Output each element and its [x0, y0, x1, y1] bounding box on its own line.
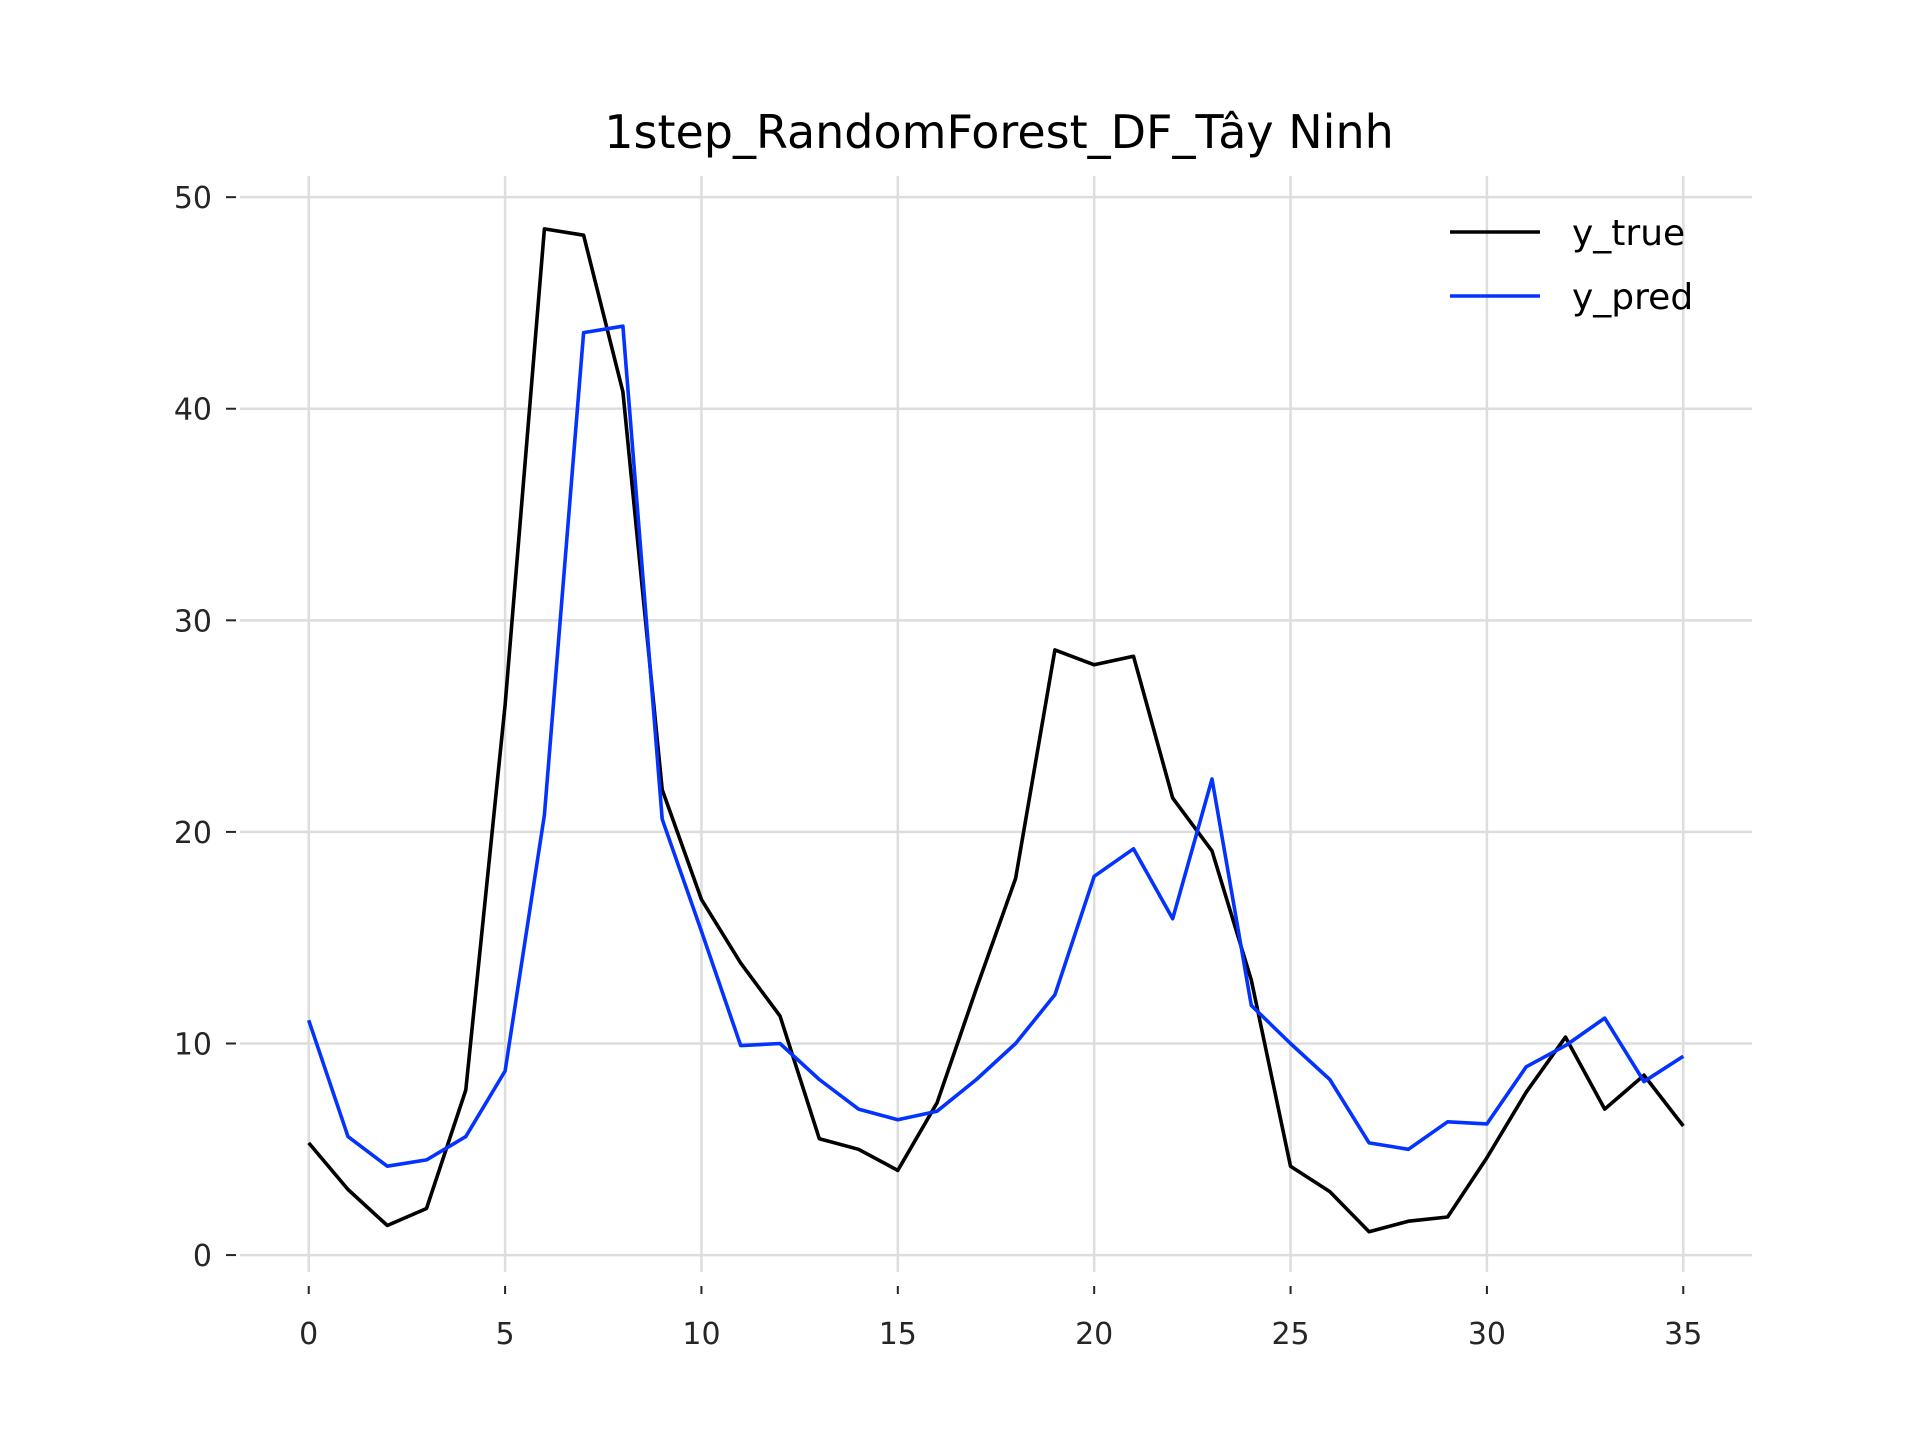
series-line-y_true	[307, 227, 1685, 1234]
chart-title: 1step_RandomForest_DF_Tây Ninh	[604, 105, 1394, 159]
x-tick-label: 25	[1271, 1317, 1309, 1352]
y-tick-label: 30	[174, 604, 212, 639]
series-line-y_pred	[306, 324, 1685, 1168]
y-tick-label: 20	[174, 816, 212, 851]
series-lines	[306, 227, 1685, 1234]
x-tick-label: 35	[1664, 1317, 1702, 1352]
y-tick-label: 0	[193, 1239, 212, 1274]
axis-ticks: 0 5 10 15 20 25 30 35 0 10 20 30 40 50	[174, 181, 1703, 1352]
grid-lines	[240, 176, 1752, 1272]
x-tick-label: 30	[1468, 1317, 1506, 1352]
legend-label-y_true: y_true	[1572, 213, 1685, 254]
x-tick-label: 5	[496, 1317, 515, 1352]
y-tick-label: 10	[174, 1027, 212, 1062]
x-tick-label: 20	[1075, 1317, 1113, 1352]
x-tick-label: 15	[879, 1317, 917, 1352]
legend-label-y_pred: y_pred	[1572, 277, 1693, 318]
x-tick-label: 0	[299, 1317, 318, 1352]
y-tick-label: 50	[174, 181, 212, 216]
x-tick-label: 10	[682, 1317, 720, 1352]
y-tick-label: 40	[174, 393, 212, 428]
legend: y_true y_pred	[1450, 213, 1693, 318]
